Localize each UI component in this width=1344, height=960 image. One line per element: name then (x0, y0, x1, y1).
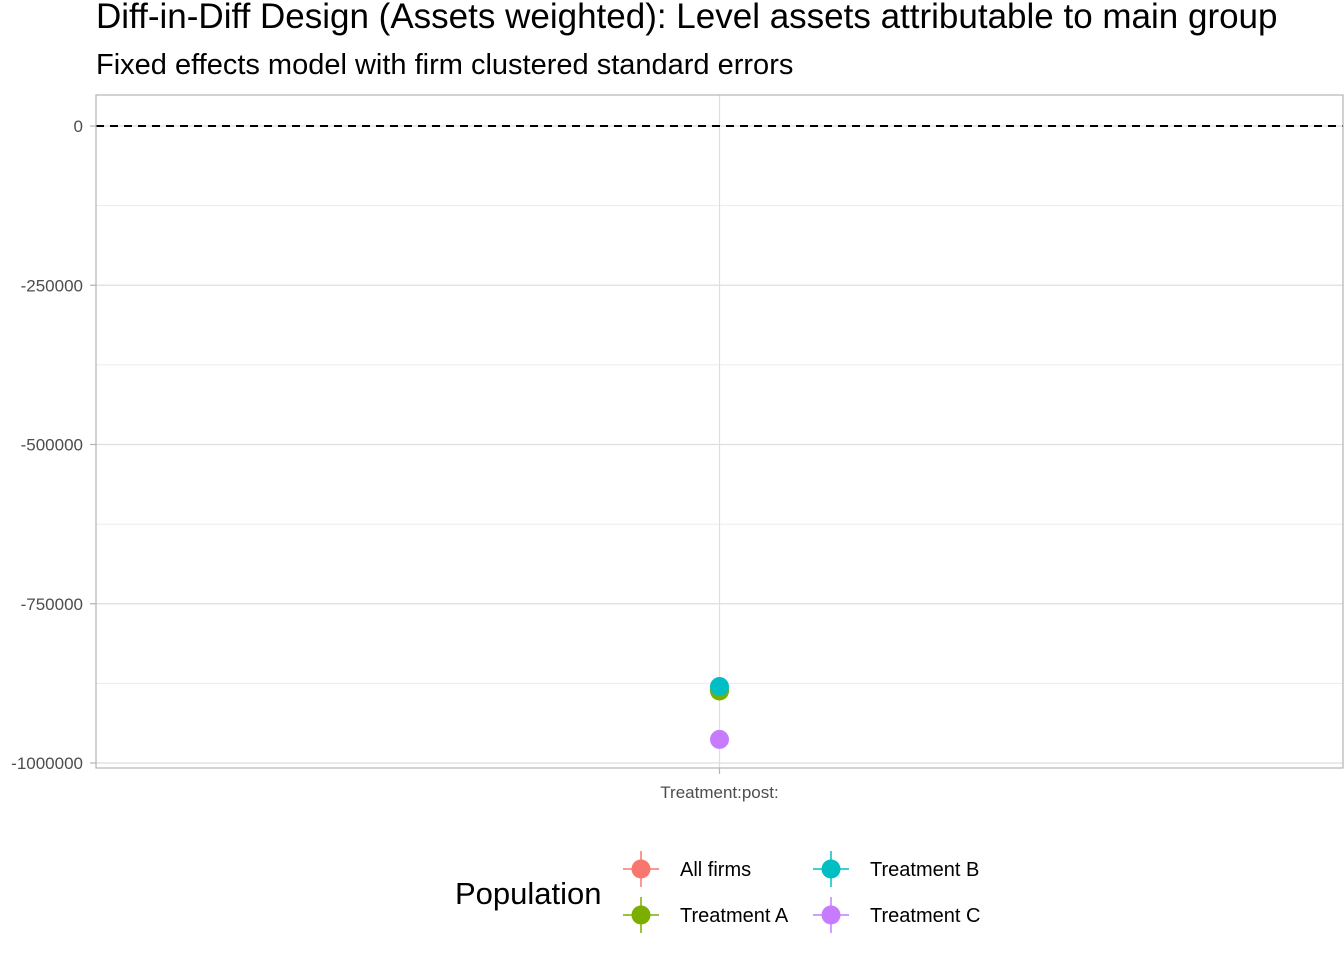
legend-item-all-firms: All firms (623, 851, 751, 887)
legend-label: Treatment B (870, 859, 979, 881)
data-point-treatment-b (710, 677, 729, 697)
legend-title: Population (455, 876, 602, 911)
legend-item-treatment-a: Treatment A (623, 897, 789, 933)
legend-item-treatment-b: Treatment B (813, 851, 979, 887)
y-tick-label: -250000 (21, 276, 83, 295)
y-axis: 0 -250000 -500000 -750000 -1000000 (11, 117, 96, 773)
y-tick-label: -750000 (21, 595, 83, 614)
chart-title: Diff-in-Diff Design (Assets weighted): L… (96, 0, 1278, 36)
major-gridlines (96, 95, 1343, 768)
data-point-treatment-c (710, 729, 729, 749)
legend-key-marker (631, 859, 651, 879)
y-tick-label: -500000 (21, 436, 83, 455)
point-marker (710, 677, 729, 697)
y-tick-label: -1000000 (11, 754, 83, 773)
legend-item-treatment-c: Treatment C (813, 897, 980, 933)
y-tick-label: 0 (74, 117, 83, 136)
legend-label: Treatment A (680, 905, 789, 927)
legend: Population All firms Treatment A Treatment… (455, 851, 980, 933)
legend-key-marker (821, 905, 841, 925)
legend-label: All firms (680, 859, 751, 881)
point-marker (710, 729, 729, 749)
data-points (710, 677, 729, 749)
legend-label: Treatment C (870, 905, 980, 927)
x-axis: Treatment:post: (660, 768, 779, 802)
x-tick-label: Treatment:post: (660, 783, 778, 802)
legend-key-marker (821, 859, 841, 879)
chart-subtitle: Fixed effects model with firm clustered … (96, 49, 793, 81)
legend-key-marker (631, 905, 651, 925)
